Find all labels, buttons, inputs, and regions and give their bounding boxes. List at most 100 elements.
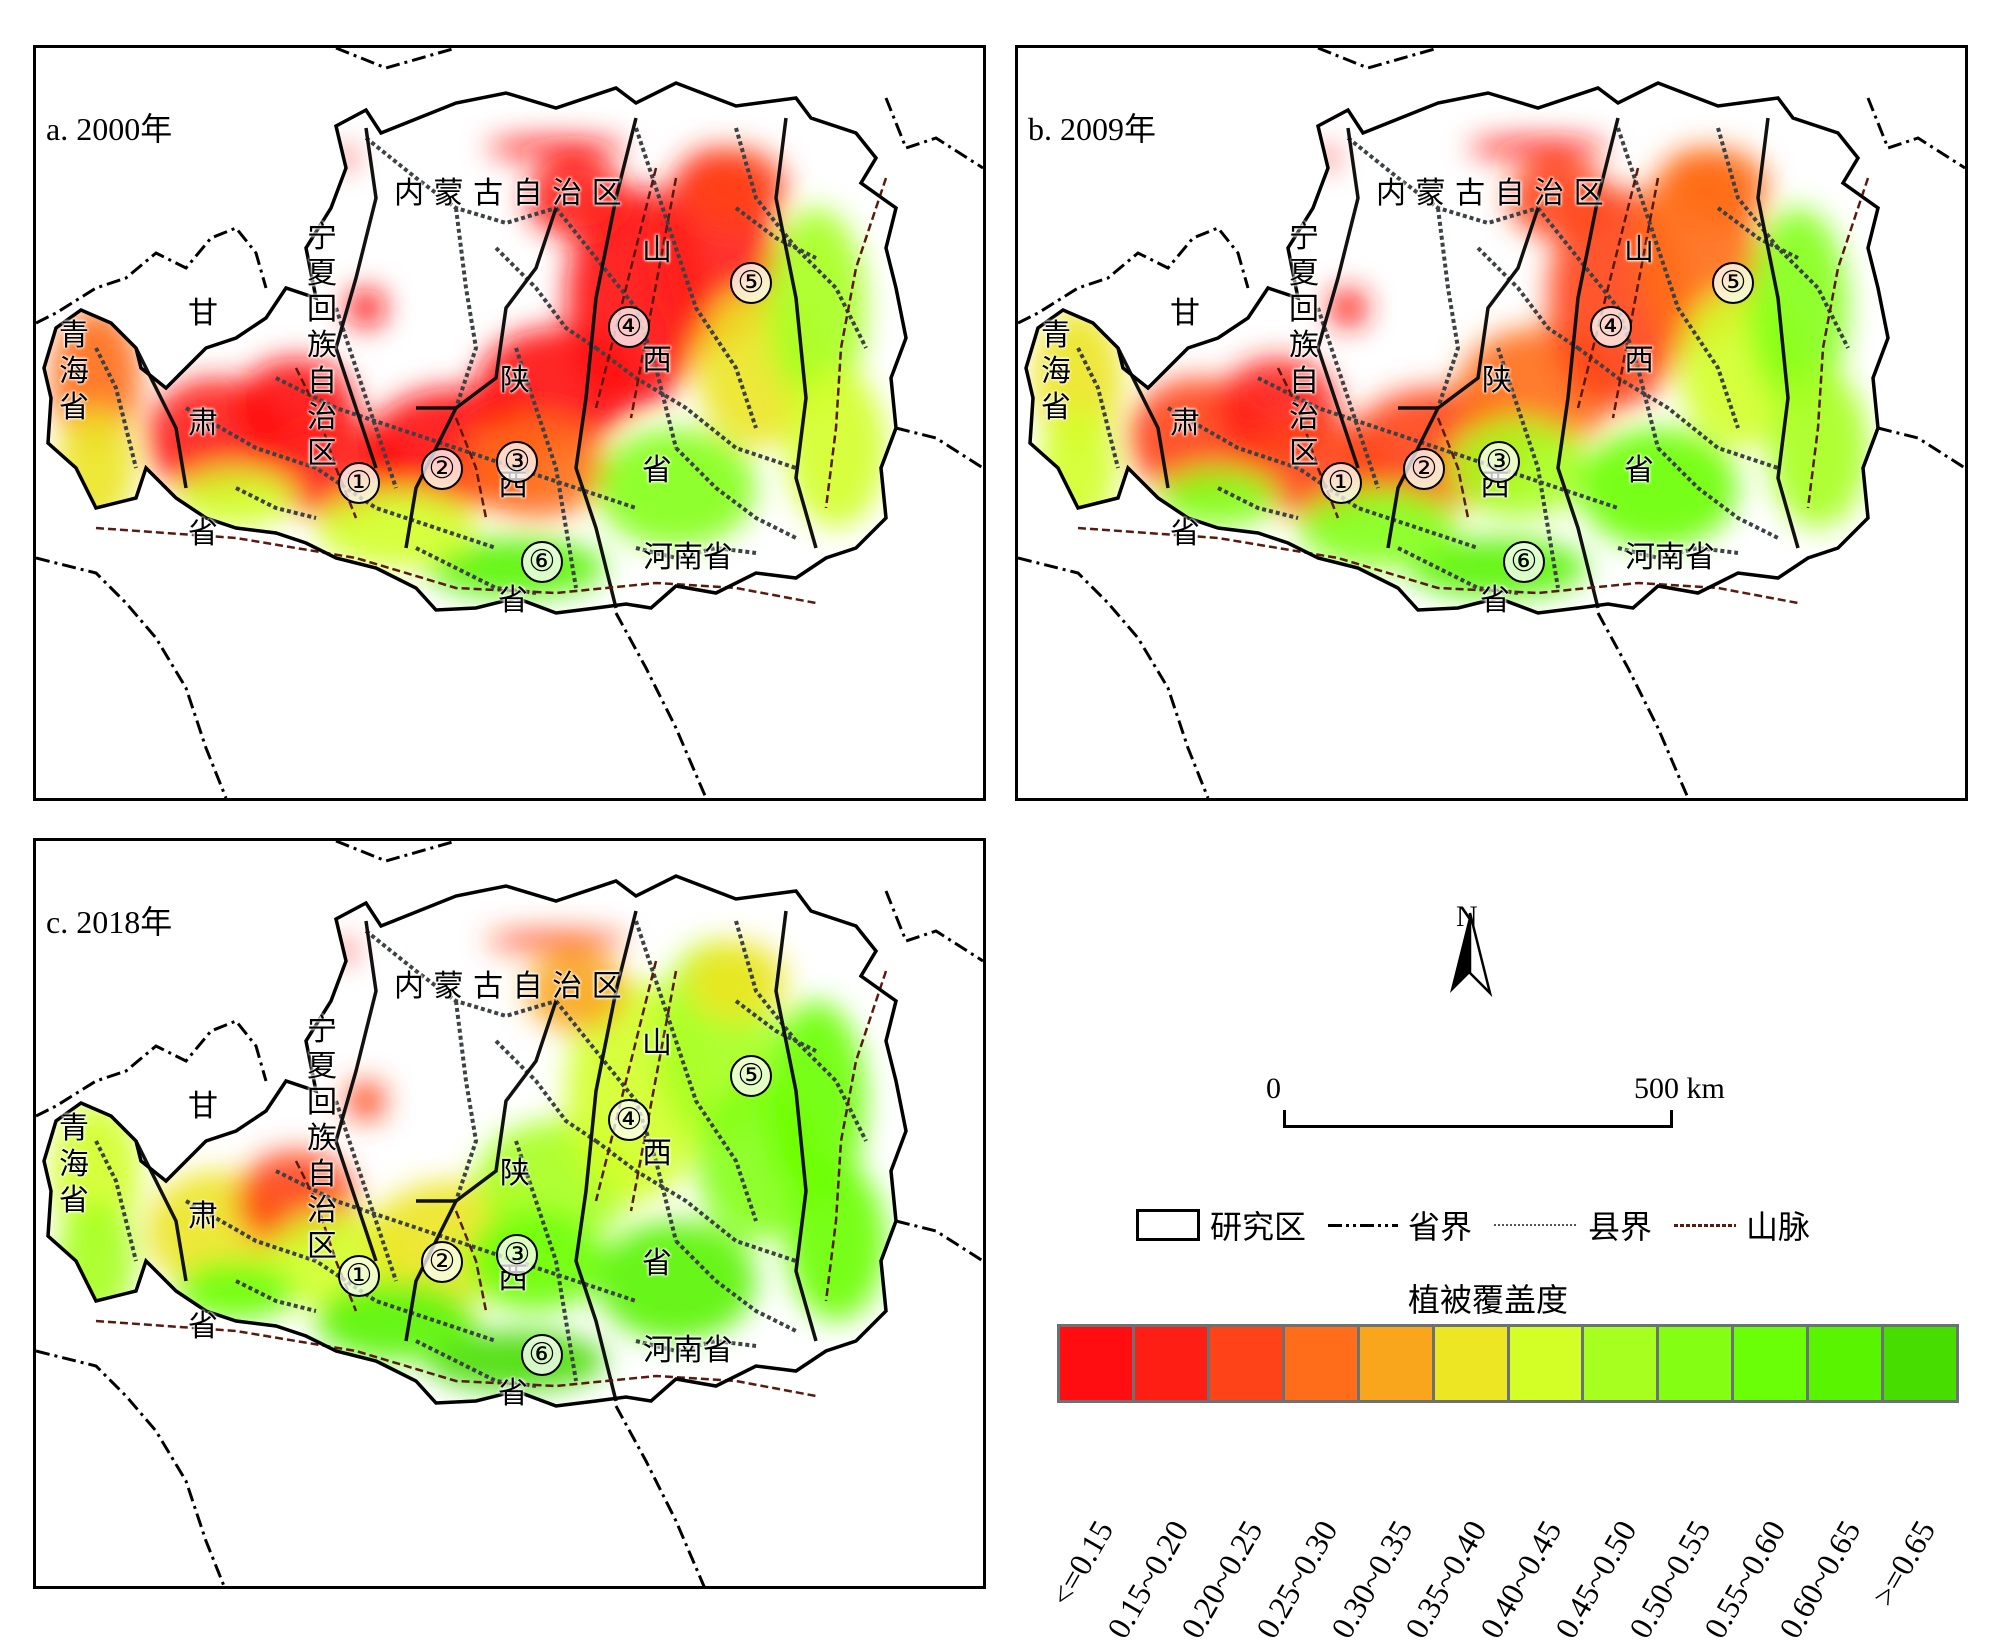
neighbour-province-boundary <box>1866 97 1965 170</box>
county-boundary <box>94 347 138 469</box>
county-boundary <box>1397 546 1519 595</box>
label-shaanxi-1: 陕 <box>500 363 530 398</box>
county-boundary <box>235 1279 317 1313</box>
region-marker-3: ③ <box>1478 441 1520 483</box>
province-boundary <box>574 910 638 1402</box>
label-gansu-2: 肃 <box>1170 406 1200 441</box>
neighbour-province-boundary <box>335 48 457 70</box>
county-boundary <box>494 1039 598 1143</box>
province-boundary <box>334 127 378 469</box>
label-inner-mongolia: 内 蒙 古 自 治 区 <box>394 176 622 211</box>
coverage-patch <box>1578 428 1738 548</box>
scale-end-label: 500 km <box>1634 1072 1725 1105</box>
region-marker-1: ① <box>338 1255 380 1297</box>
region-marker-2: ② <box>1403 448 1445 490</box>
county-boundary <box>594 346 797 470</box>
colorbar-swatch <box>1359 1327 1432 1400</box>
north-arrow-icon <box>1450 912 1493 998</box>
neighbour-province-boundary <box>884 97 983 170</box>
label-gansu-1: 甘 <box>188 296 218 331</box>
vegetation-coverage-layer <box>51 931 886 1391</box>
label-shanxi-3: 省 <box>642 1246 672 1281</box>
county-boundary <box>1217 486 1299 520</box>
label-shanxi-1: 山 <box>642 233 672 268</box>
county-boundary <box>674 446 797 540</box>
label-shaanxi-1: 陕 <box>1482 363 1512 398</box>
county-boundary <box>1656 446 1779 540</box>
county-boundary <box>494 246 598 350</box>
province-boundary <box>134 1140 188 1282</box>
county-boundary <box>1316 307 1380 489</box>
legend-item-county-boundary: 县界 <box>1494 1202 1652 1248</box>
legend-label: 省界 <box>1408 1208 1473 1246</box>
province-boundary <box>1556 117 1620 609</box>
province-boundary <box>1386 407 1440 549</box>
province-boundary <box>134 347 188 489</box>
colorbar-swatch <box>1734 1327 1807 1400</box>
coverage-patch <box>1158 468 1278 528</box>
coverage-patch <box>786 368 886 528</box>
county-boundary <box>415 546 537 595</box>
label-gansu-2: 肃 <box>188 406 218 441</box>
county-boundary <box>514 347 578 589</box>
label-gansu-3: 省 <box>188 516 218 551</box>
region-marker-6: ⑥ <box>1503 541 1545 583</box>
colorbar-swatch <box>1060 1327 1132 1400</box>
county-boundary <box>1167 406 1479 550</box>
neighbour-province-boundary <box>895 1219 983 1263</box>
label-shanxi-1: 山 <box>1624 233 1654 268</box>
county-boundary <box>454 1000 479 1202</box>
label-gansu-3: 省 <box>188 1309 218 1344</box>
county-boundary <box>454 207 479 409</box>
coverage-patch <box>51 1101 141 1241</box>
colorbar-class-label: <=0.15 <box>1043 1514 1121 1613</box>
county-boundary <box>94 1140 138 1262</box>
colorbar-swatch <box>1209 1327 1282 1400</box>
mountain-symbol-icon <box>1674 1223 1737 1227</box>
region-marker-4: ④ <box>608 1099 650 1141</box>
coverage-patch <box>56 408 136 528</box>
province-boundary <box>1316 127 1360 469</box>
panel-title: a. 2000年 <box>46 111 173 147</box>
neighbour-province-boundary <box>36 1349 226 1586</box>
legend-label: 县界 <box>1588 1208 1653 1246</box>
coverage-patch <box>1033 308 1123 448</box>
label-shaanxi-3: 省 <box>1480 583 1510 618</box>
label-henan: 河南省 <box>1625 540 1715 575</box>
coverage-patch <box>486 931 626 951</box>
mountain-range-line <box>629 970 678 1212</box>
province-boundary <box>404 407 458 549</box>
coverage-patch <box>1768 368 1868 528</box>
coverage-patch <box>56 1201 136 1321</box>
colorbar-swatch <box>1134 1327 1207 1400</box>
neighbour-province-boundary <box>1018 226 1250 325</box>
county-boundary <box>514 1140 578 1382</box>
legend-label: 山脉 <box>1746 1208 1811 1246</box>
label-inner-mongolia: 内 蒙 古 自 治 区 <box>394 969 622 1004</box>
neighbour-province-boundary <box>335 841 457 863</box>
coverage-patch <box>1468 138 1608 158</box>
coverage-patch <box>596 428 756 548</box>
region-marker-3: ③ <box>496 1234 538 1276</box>
county-boundary <box>185 406 497 550</box>
mountain-range-line <box>1576 167 1640 409</box>
coverage-patch <box>176 1261 296 1321</box>
label-qinghai: 青海省 <box>59 1111 89 1218</box>
neighbour-province-boundary <box>36 556 228 798</box>
county-boundary <box>1616 127 1740 429</box>
county-boundary <box>1436 207 1461 409</box>
mountain-range-line <box>629 177 678 419</box>
county-boundary <box>634 920 758 1222</box>
colorbar-swatch <box>1509 1327 1582 1400</box>
neighbour-province-boundary <box>36 226 268 325</box>
study-area-outline <box>42 874 908 1408</box>
label-gansu-1: 甘 <box>188 1089 218 1124</box>
label-gansu-1: 甘 <box>1170 296 1200 331</box>
colorbar-swatch <box>1284 1327 1357 1400</box>
label-shanxi-3: 省 <box>1624 453 1654 488</box>
mountain-range-line <box>95 1319 817 1398</box>
county-boundary <box>1496 347 1560 589</box>
study-area-symbol-icon <box>1136 1209 1200 1241</box>
colorbar-swatch <box>1884 1327 1957 1400</box>
map-panel-2018: c. 2018年内 蒙 古 自 治 区宁夏回族自治区甘肃省青海省陕西省山西省河南… <box>33 838 986 1589</box>
